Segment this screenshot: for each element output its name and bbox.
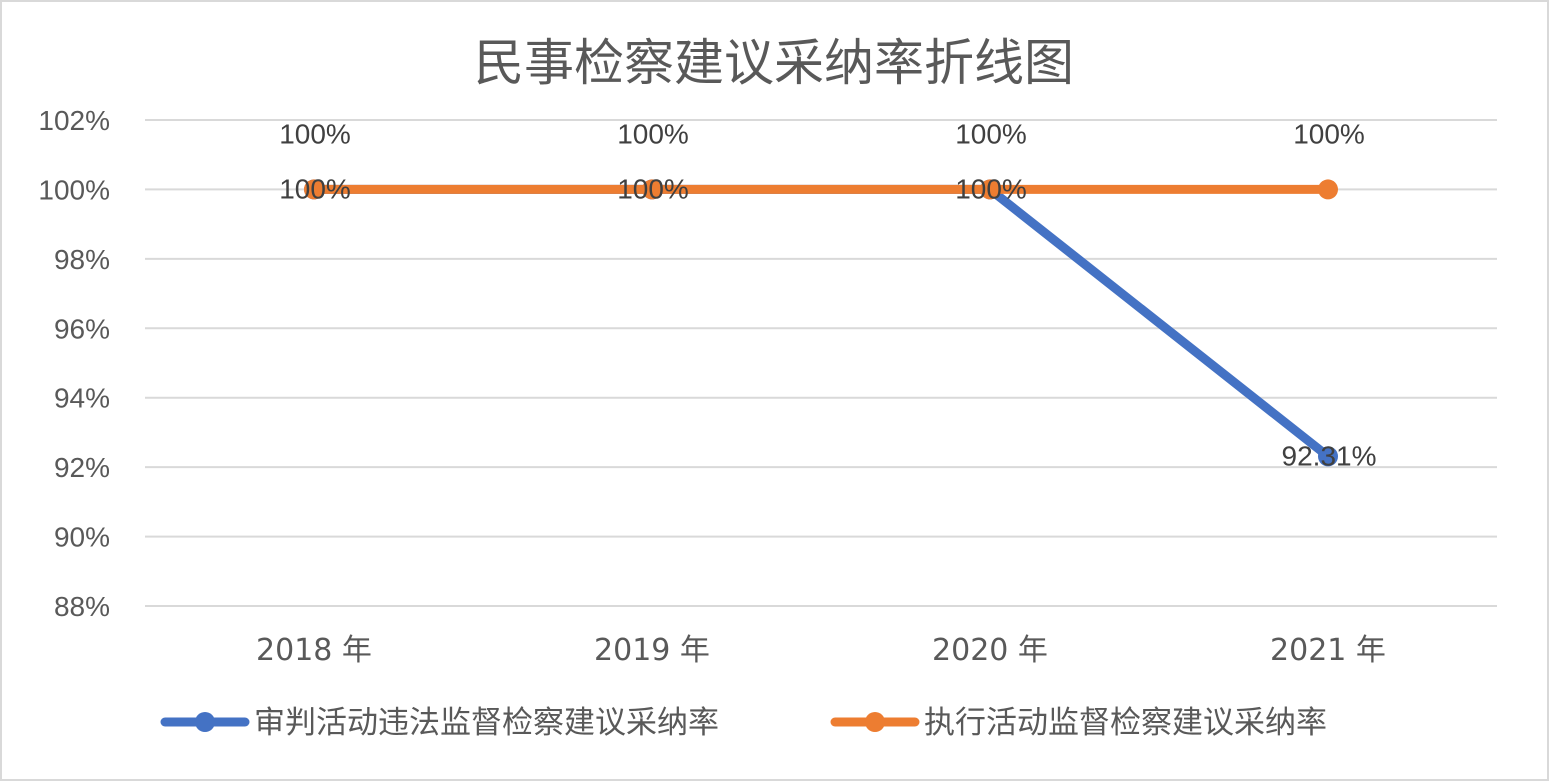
data-label: 100% xyxy=(1293,118,1365,149)
data-label: 100% xyxy=(955,118,1027,149)
data-point xyxy=(304,179,324,200)
y-tick-label: 96% xyxy=(54,313,110,344)
y-axis: 88% 90% 92% 94% 96% 98% 100% 102% xyxy=(38,105,110,622)
legend-marker xyxy=(865,712,885,732)
chart-title: 民事检察建议采纳率折线图 xyxy=(474,34,1074,92)
data-label: 100% xyxy=(279,118,351,149)
y-tick-label: 90% xyxy=(54,522,110,553)
data-point xyxy=(1318,446,1338,467)
data-label: 100% xyxy=(279,173,351,204)
y-tick-label: 94% xyxy=(54,383,110,414)
y-tick-label: 102% xyxy=(38,105,110,136)
data-labels: 100% 100% 100% 92.31% 100% 100% 100% 100% xyxy=(279,118,1376,471)
y-tick-label: 100% xyxy=(38,174,110,205)
x-tick-label: 2020 年 xyxy=(932,633,1048,668)
data-point xyxy=(642,179,662,200)
legend-entry-label: 审判活动违法监督检察建议采纳率 xyxy=(254,705,719,741)
x-axis: 2018 年 2019 年 2020 年 2021 年 xyxy=(256,633,1386,668)
y-tick-label: 92% xyxy=(54,452,110,483)
x-tick-label: 2021 年 xyxy=(1270,633,1386,668)
x-tick-label: 2019 年 xyxy=(594,633,710,668)
legend-entry-label: 执行活动监督检察建议采纳率 xyxy=(924,705,1327,741)
y-tick-label: 98% xyxy=(54,244,110,275)
data-label: 92.31% xyxy=(1282,440,1377,471)
legend-marker xyxy=(195,712,215,732)
data-label: 100% xyxy=(955,173,1027,204)
data-label: 100% xyxy=(617,118,689,149)
data-point xyxy=(1318,179,1338,200)
series-lines xyxy=(304,179,1338,467)
data-point xyxy=(980,179,1000,200)
x-tick-label: 2018 年 xyxy=(256,633,372,668)
legend: 审判活动违法监督检察建议采纳率 执行活动监督检察建议采纳率 xyxy=(160,705,1327,741)
data-label: 100% xyxy=(617,173,689,204)
y-tick-label: 88% xyxy=(54,591,110,622)
series-line-1 xyxy=(309,184,1333,461)
